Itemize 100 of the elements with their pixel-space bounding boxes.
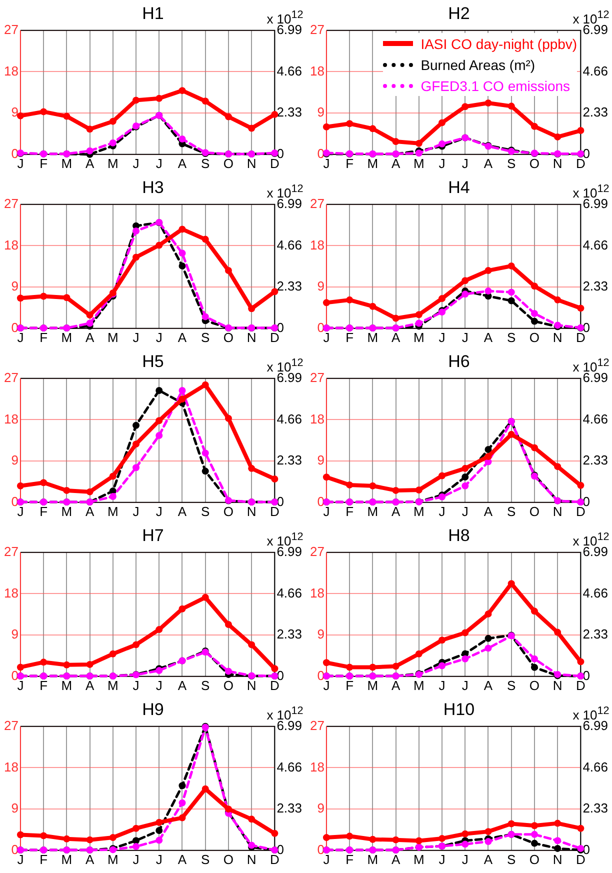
- point: [392, 314, 400, 322]
- point: [224, 621, 232, 628]
- x-tick-label: F: [346, 330, 354, 345]
- y-tick-label: 18: [4, 411, 18, 426]
- y2-tick-label: 4.66: [276, 237, 302, 252]
- chart-title: H6: [448, 352, 470, 371]
- point: [40, 108, 48, 116]
- x-tick-label: J: [438, 678, 446, 693]
- x-tick-label: S: [507, 504, 516, 519]
- point: [530, 310, 538, 317]
- point: [462, 290, 469, 298]
- y2-tick-label: 2.33: [276, 452, 302, 468]
- x-tick-label: M: [107, 156, 118, 171]
- x-tick-label: J: [17, 852, 24, 867]
- x-tick-label: N: [246, 678, 256, 693]
- x-tick-label: O: [529, 678, 540, 693]
- chart-title: H9: [142, 700, 164, 719]
- x-tick-label: J: [438, 852, 446, 867]
- x-tick-label: S: [201, 330, 210, 345]
- point: [202, 236, 209, 243]
- x-tick-label: M: [413, 330, 424, 345]
- x-tick-label: J: [462, 852, 468, 867]
- x-tick-label: J: [156, 504, 162, 519]
- point: [577, 482, 584, 489]
- point: [40, 832, 48, 840]
- point: [369, 125, 376, 132]
- y2-tick-label: 2.33: [276, 800, 302, 816]
- x-tick-label: A: [484, 678, 493, 693]
- x-tick-label: J: [132, 852, 140, 867]
- x-tick-label: M: [107, 678, 118, 693]
- x-tick-label: J: [132, 156, 140, 171]
- point: [438, 140, 446, 148]
- y-tick-label: 9: [11, 452, 18, 468]
- point: [132, 641, 140, 648]
- x-tick-label: J: [462, 678, 468, 693]
- y2-tick-label: 2.33: [276, 626, 302, 642]
- point: [63, 112, 70, 120]
- legend-label: GFED3.1 CO emissions: [420, 78, 570, 94]
- point: [202, 468, 209, 475]
- y-tick-label: 18: [310, 411, 324, 426]
- point: [530, 608, 538, 615]
- x-tick-label: M: [61, 156, 72, 171]
- y-tick-label: 27: [310, 370, 324, 385]
- x-tick-label: F: [346, 678, 354, 693]
- point: [63, 661, 70, 668]
- x-tick-label: J: [323, 156, 330, 171]
- x-tick-label: F: [346, 156, 354, 171]
- point: [369, 482, 376, 490]
- x-tick-label: O: [529, 156, 540, 171]
- x-tick-label: J: [132, 678, 140, 693]
- point: [484, 287, 492, 294]
- x-tick-label: J: [17, 156, 24, 171]
- point: [178, 226, 186, 233]
- point: [508, 820, 515, 828]
- x-tick-label: J: [462, 504, 468, 519]
- x-tick-label: J: [438, 330, 446, 345]
- y-tick-label: 9: [317, 452, 324, 468]
- point: [322, 123, 330, 130]
- x-tick-label: N: [552, 330, 562, 345]
- point: [40, 292, 48, 300]
- point: [86, 312, 94, 319]
- x-tick-label: O: [223, 852, 234, 867]
- x-tick-label: A: [178, 678, 187, 693]
- point: [86, 126, 94, 133]
- y2-tick-label: 4.66: [276, 585, 302, 600]
- x-tick-label: M: [413, 504, 424, 519]
- y2-tick-label: 4.66: [276, 759, 302, 774]
- x-tick-label: N: [246, 852, 256, 867]
- point: [462, 103, 469, 110]
- y2-tick-label: 2.33: [582, 278, 608, 294]
- point: [248, 124, 256, 132]
- point: [132, 96, 140, 104]
- x-tick-label: O: [529, 852, 540, 867]
- point: [224, 113, 232, 120]
- point: [16, 482, 24, 490]
- x-tick-label: M: [413, 678, 424, 693]
- point: [462, 830, 469, 838]
- x-tick-label: M: [107, 852, 118, 867]
- x-tick-label: F: [40, 330, 48, 345]
- point: [462, 464, 469, 472]
- point: [16, 831, 24, 838]
- point: [109, 650, 116, 658]
- y-tick-label: 27: [4, 370, 18, 385]
- y2-tick-label: 4.66: [582, 411, 608, 426]
- point: [369, 664, 376, 671]
- x-tick-label: J: [17, 504, 24, 519]
- point: [577, 127, 584, 134]
- x-tick-label: M: [413, 852, 424, 867]
- x-tick-label: N: [552, 504, 562, 519]
- point: [224, 668, 232, 675]
- point: [322, 299, 330, 306]
- point: [248, 464, 256, 472]
- y-tick-label: 9: [11, 104, 18, 120]
- point: [202, 381, 209, 388]
- x-tick-label: F: [346, 504, 354, 519]
- chart-title: H8: [448, 526, 470, 545]
- point: [178, 87, 186, 94]
- y2-tick-label: 4.66: [582, 585, 608, 600]
- y2-tick-label: 4.66: [276, 63, 302, 78]
- y-tick-label: 27: [4, 544, 18, 559]
